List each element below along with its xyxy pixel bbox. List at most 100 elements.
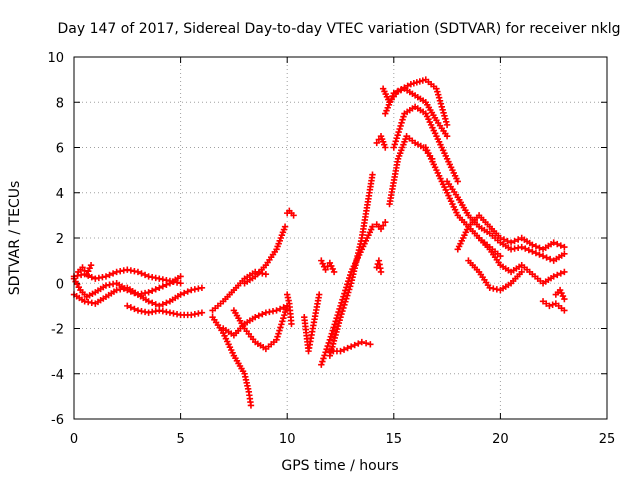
data-point-s24-fill (391, 141, 398, 148)
data-point-s27-fill (514, 236, 522, 243)
data-point-s26-11 (561, 250, 568, 258)
data-point-s16-fill (329, 340, 337, 348)
data-point-s16-fill (339, 307, 346, 315)
data-point-s26-fill (543, 254, 550, 261)
data-point-s27-10 (561, 243, 568, 251)
data-point-s03-7 (145, 298, 152, 305)
data-point-s09-fill (283, 305, 290, 313)
data-point-s01-fill (109, 270, 117, 277)
y-axis-ticks: -6 -4 -2 0 2 4 6 8 10 (47, 51, 607, 428)
data-point-s24-fill (400, 113, 407, 120)
data-point-s15-fill (332, 318, 339, 325)
data-point-s22-fill (440, 109, 447, 117)
data-point-s01-fill (138, 270, 145, 277)
data-point-s16-fill (338, 310, 345, 318)
data-point-s27-fill (557, 242, 565, 249)
y-tick-label: 8 (56, 96, 64, 111)
data-point-s04-0 (124, 302, 131, 310)
data-point-s17-fill (340, 346, 348, 353)
data-point-s09-fill (275, 330, 282, 337)
data-point-s22-fill (442, 115, 449, 123)
data-point-s27-fill (504, 237, 511, 245)
data-point-s15-fill (320, 355, 327, 362)
data-point-s16-fill (332, 331, 339, 339)
data-point-s09-fill (282, 308, 289, 316)
data-point-s01-fill (106, 271, 113, 279)
data-point-s22-fill (437, 100, 445, 107)
data-point-s09-fill (279, 318, 286, 325)
data-point-s24-fill (399, 116, 406, 123)
data-point-s21-6 (443, 132, 451, 140)
data-point-s09-fill (280, 315, 287, 322)
data-point-s22-5 (433, 85, 440, 92)
data-point-s16-fill (330, 337, 338, 345)
data-point-s02-fill (148, 287, 156, 294)
data-point-s08-fill (259, 310, 266, 318)
data-point-s25-7 (497, 252, 504, 260)
data-point-s03-fill (152, 301, 159, 308)
data-point-s20-0 (373, 139, 380, 147)
data-point-s26-fill (525, 246, 533, 254)
data-point-s28-fill (557, 270, 565, 277)
y-tick-label: 6 (56, 142, 64, 157)
y-axis-label: SDTVAR / TECUs (7, 181, 23, 296)
data-point-s27-fill (532, 243, 540, 250)
data-point-s01-6 (134, 268, 142, 276)
data-point-s19-fill (379, 222, 387, 229)
data-point-s03-fill (180, 289, 188, 297)
data-point-s24-fill (394, 131, 401, 139)
data-point-s16-fill (333, 328, 340, 336)
data-point-s16-fill (335, 319, 343, 327)
data-point-s22-fill (416, 78, 424, 85)
data-point-s27-fill (511, 237, 518, 245)
data-point-s16-fill (336, 316, 343, 324)
data-point-s08-fill (276, 305, 284, 313)
data-point-s24-fill (392, 138, 399, 145)
data-point-s14-3 (330, 268, 338, 276)
data-point-s16-fill (331, 334, 338, 342)
data-point-s19-0 (369, 223, 376, 230)
y-tick-label: -4 (51, 368, 64, 383)
chart-title: Day 147 of 2017, Sidereal Day-to-day VTE… (58, 21, 621, 37)
data-point-s15-fill (329, 327, 336, 334)
y-tick-label: 0 (56, 277, 64, 292)
data-point-s30-3 (561, 307, 568, 314)
data-point-s22-fill (435, 91, 442, 98)
data-point-s28-7 (550, 273, 557, 280)
data-point-s17-1 (337, 347, 344, 355)
data-point-s17-2 (347, 343, 355, 350)
data-point-s10-4 (281, 223, 289, 230)
data-point-s29-5 (518, 268, 525, 276)
data-point-s03-12 (198, 284, 206, 291)
data-point-s27-7 (529, 241, 536, 248)
data-point-s16-fill (342, 298, 349, 305)
data-point-s16-1 (337, 313, 344, 321)
data-point-s17-3 (358, 338, 366, 346)
data-point-s31-2 (561, 295, 568, 303)
data-point-s04-fill (131, 305, 138, 313)
data-point-s15-fill (331, 321, 338, 328)
y-tick-label: 4 (56, 187, 64, 202)
data-point-s18-2 (377, 268, 385, 276)
data-point-s16-fill (344, 292, 351, 299)
data-point-s16-fill (343, 295, 350, 302)
data-point-s26-fill (546, 255, 554, 263)
data-point-s09-fill (276, 327, 283, 334)
data-point-s16-4 (369, 171, 376, 178)
data-point-s17-fill (355, 340, 362, 347)
plot-frame (73, 56, 608, 420)
data-point-s22-fill (410, 80, 418, 87)
data-point-s24-6 (454, 178, 461, 185)
y-tick-label: 10 (47, 51, 64, 66)
x-tick-label: 10 (279, 432, 296, 447)
data-point-s06-5 (247, 402, 255, 409)
data-point-s16-fill (341, 301, 348, 309)
data-point-s30-fill (549, 301, 556, 308)
data-point-s24-fill (395, 128, 402, 136)
x-tick-label: 5 (176, 432, 184, 447)
data-point-s16-fill (340, 304, 347, 312)
data-point-s16-fill (334, 325, 341, 333)
data-point-s02-fill (163, 281, 170, 288)
data-point-s24-fill (393, 135, 400, 142)
data-point-s01-fill (88, 274, 95, 281)
